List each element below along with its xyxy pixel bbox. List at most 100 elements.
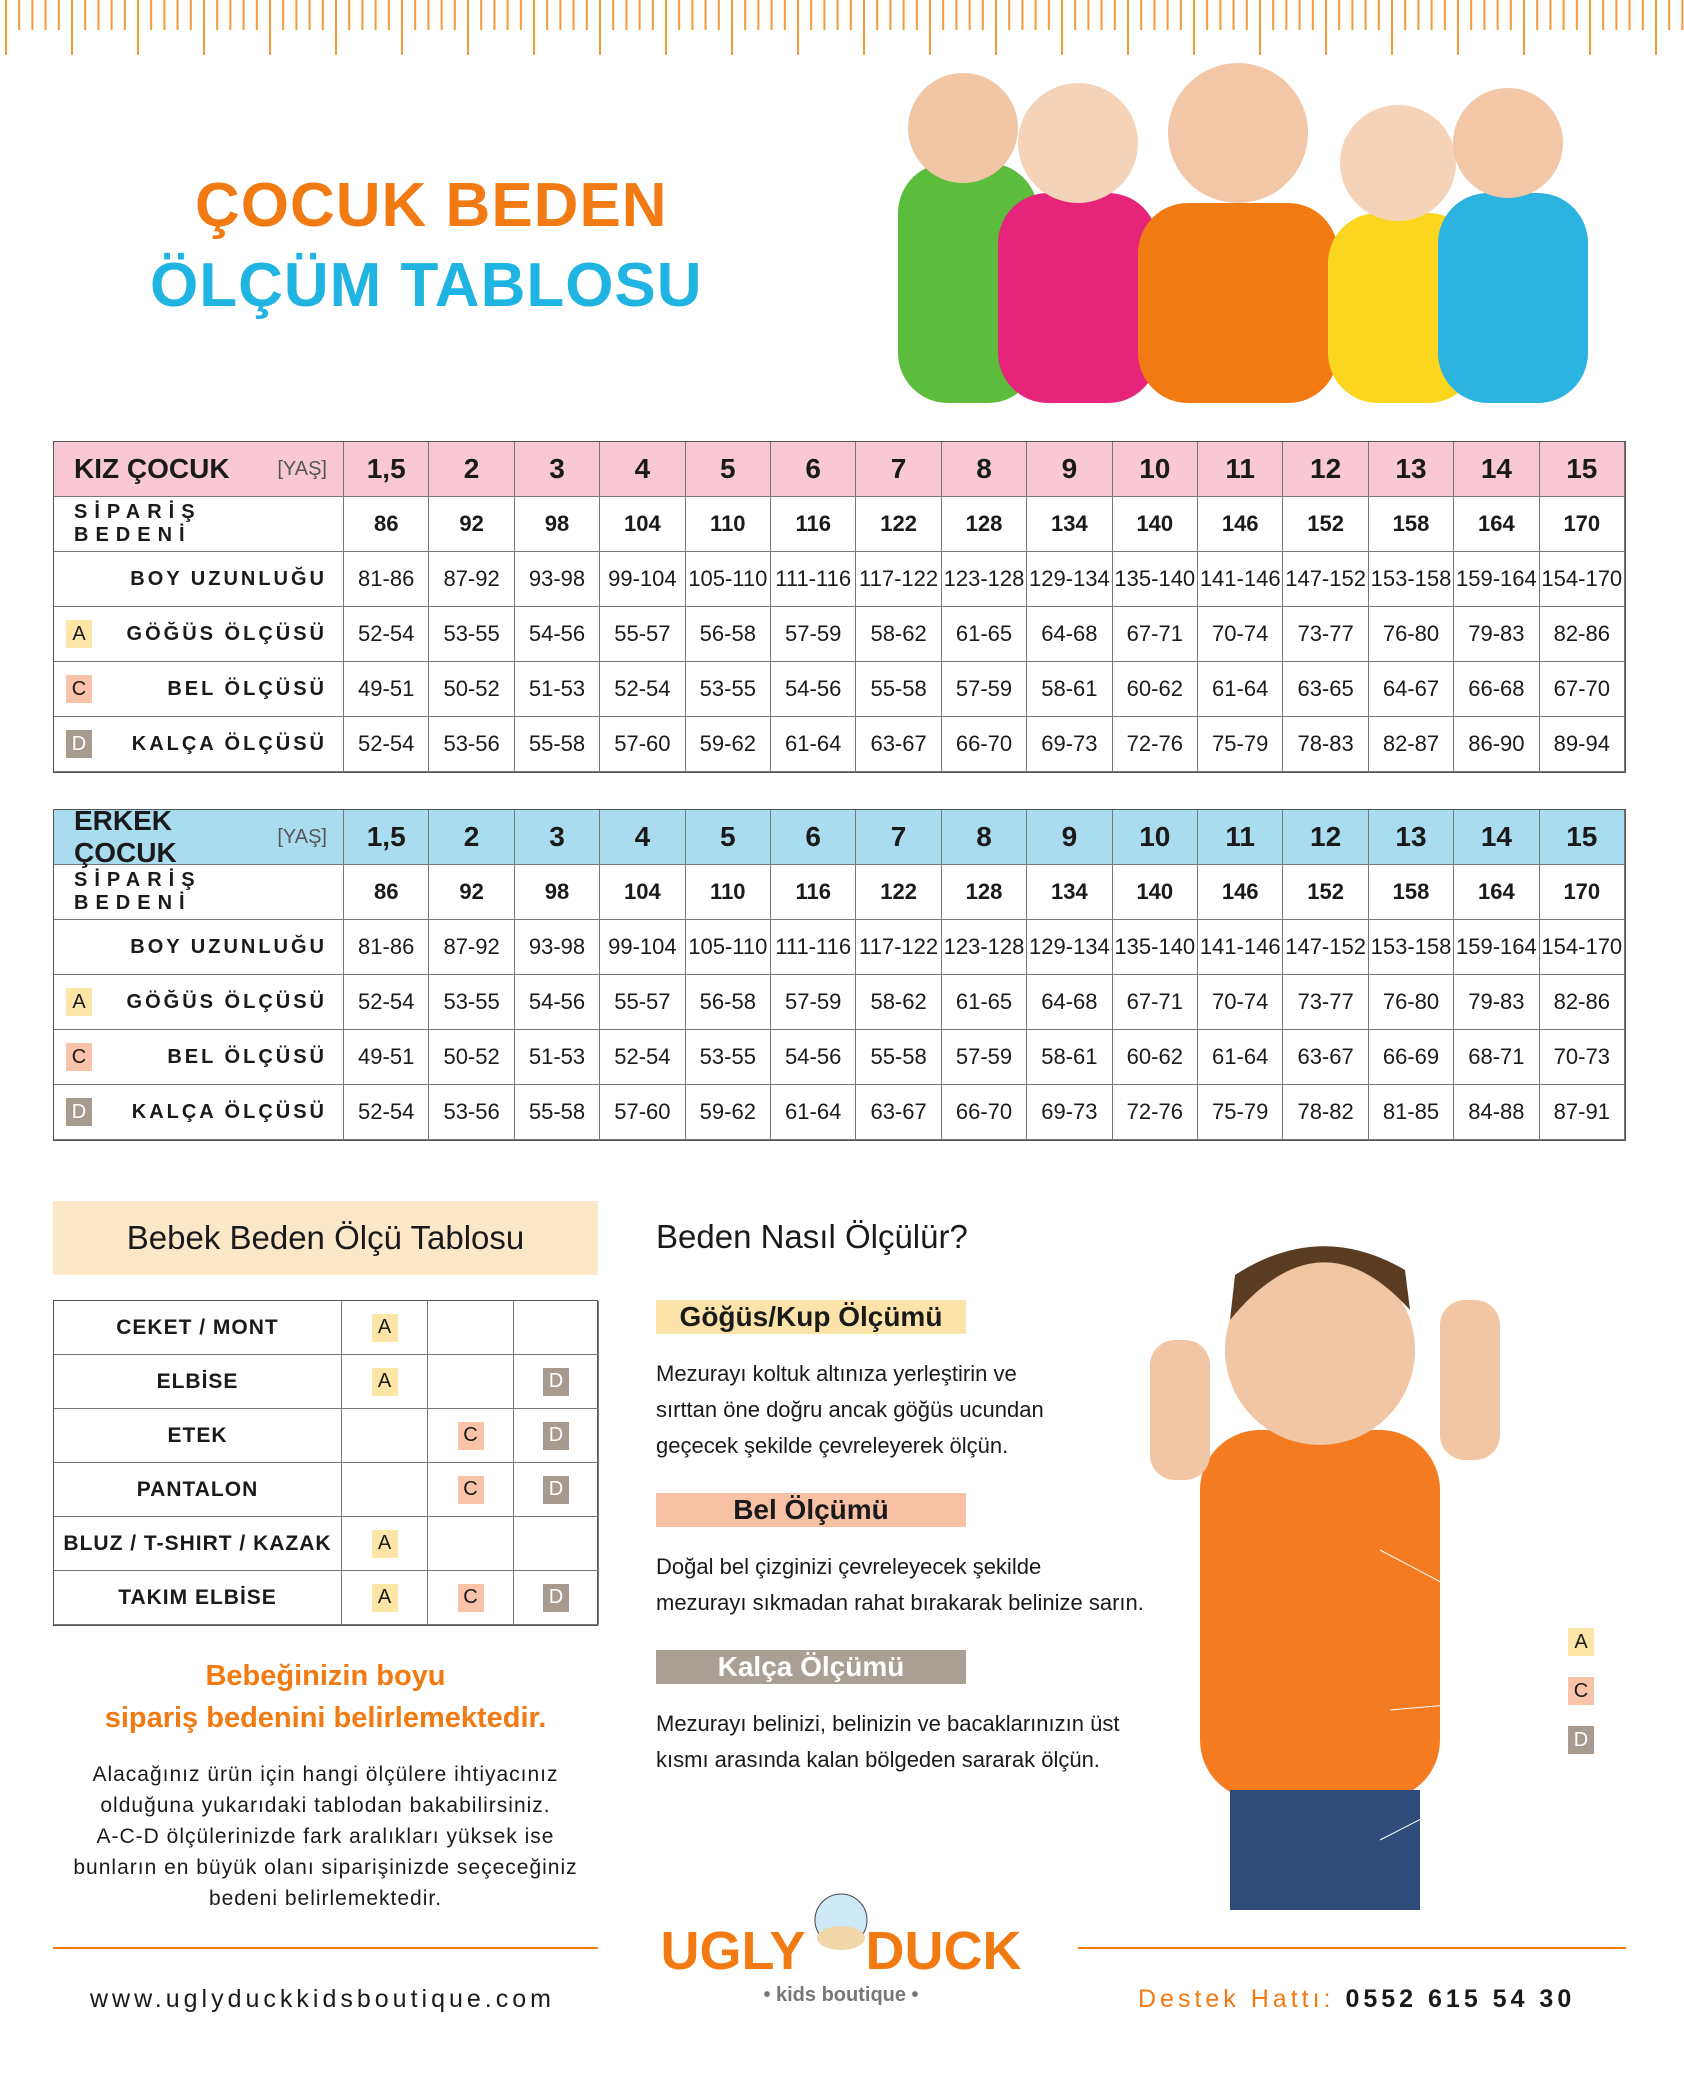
baby-cell: D bbox=[514, 1409, 599, 1463]
cell: 57-60 bbox=[600, 717, 686, 772]
cell: 164 bbox=[1454, 497, 1540, 552]
note-text: olduğuna yukarıdaki tablodan bakabilirsi… bbox=[100, 1794, 551, 1817]
cell: 73-77 bbox=[1283, 607, 1369, 662]
age: 15 bbox=[1539, 810, 1625, 865]
cell: 82-86 bbox=[1539, 607, 1625, 662]
age: 12 bbox=[1283, 442, 1369, 497]
age: 6 bbox=[771, 442, 857, 497]
cell: 63-67 bbox=[856, 717, 942, 772]
note-text: A-C-D ölçülerinizde fark aralıkları yüks… bbox=[96, 1825, 555, 1848]
cell: 55-57 bbox=[600, 607, 686, 662]
website: www.uglyduckkidsboutique.com bbox=[90, 1985, 555, 2013]
cell: 58-62 bbox=[856, 975, 942, 1030]
cell: 53-55 bbox=[685, 1030, 771, 1085]
baby-table: CEKET / MONT A ELBİSE A D ETEK C D PANTALON C D BLU… bbox=[53, 1300, 599, 1626]
row-label-text: GÖĞÜS ÖLÇÜSÜ bbox=[126, 990, 327, 1013]
cell: 117-122 bbox=[856, 920, 942, 975]
cell: 153-158 bbox=[1368, 920, 1455, 975]
cell: 141-146 bbox=[1198, 920, 1284, 975]
figure-marker: D bbox=[1568, 1726, 1594, 1754]
row-label-text: BEL ÖLÇÜSÜ bbox=[167, 677, 327, 700]
cell: 66-70 bbox=[941, 1085, 1028, 1140]
age: 7 bbox=[856, 442, 942, 497]
section-tag: Bel Ölçümü bbox=[656, 1493, 966, 1527]
cell: 111-116 bbox=[771, 920, 857, 975]
cell: 67-70 bbox=[1539, 662, 1625, 717]
cell: 72-76 bbox=[1112, 717, 1198, 772]
cell: 98 bbox=[514, 865, 601, 920]
row-label-text: SİPARİŞ BEDENİ bbox=[74, 501, 202, 546]
note-heading: Bebeğinizin boyu bbox=[205, 1660, 446, 1692]
cell: 82-87 bbox=[1368, 717, 1455, 772]
cell: 49-51 bbox=[344, 662, 430, 717]
baby-cell: A bbox=[342, 1301, 428, 1355]
baby-cell bbox=[428, 1355, 514, 1409]
cell: 52-54 bbox=[600, 662, 686, 717]
baby-note: Bebeğinizin boyu sipariş bedenini belirle… bbox=[53, 1655, 598, 1914]
cell: 61-65 bbox=[941, 607, 1028, 662]
section-tag: Kalça Ölçümü bbox=[656, 1650, 966, 1684]
cell: 158 bbox=[1368, 497, 1455, 552]
age: 10 bbox=[1112, 442, 1198, 497]
marker: D bbox=[543, 1583, 569, 1612]
age: 4 bbox=[600, 442, 686, 497]
baby-cell: C bbox=[428, 1409, 514, 1463]
row-label: D KALÇA ÖLÇÜSÜ bbox=[54, 1085, 344, 1140]
cell: 60-62 bbox=[1112, 1030, 1198, 1085]
divider bbox=[1078, 1947, 1626, 1949]
cell: 56-58 bbox=[685, 607, 771, 662]
support-label: Destek Hattı: bbox=[1138, 1985, 1335, 2013]
cell: 110 bbox=[685, 497, 771, 552]
howto-title: Beden Nasıl Ölçülür? bbox=[656, 1218, 968, 1255]
row-label: A GÖĞÜS ÖLÇÜSÜ bbox=[54, 975, 344, 1030]
cell: 75-79 bbox=[1198, 717, 1284, 772]
group-label: ERKEK ÇOCUK bbox=[74, 805, 177, 868]
cell: 110 bbox=[685, 865, 771, 920]
cell: 58-62 bbox=[856, 607, 942, 662]
cell: 123-128 bbox=[941, 552, 1028, 607]
cell: 57-59 bbox=[771, 975, 857, 1030]
age: 10 bbox=[1112, 810, 1198, 865]
cell: 50-52 bbox=[429, 1030, 515, 1085]
marker: A bbox=[371, 1583, 398, 1612]
cell: 61-64 bbox=[1198, 1030, 1284, 1085]
cell: 86 bbox=[344, 865, 430, 920]
cell: 61-64 bbox=[771, 1085, 857, 1140]
cell: 70-74 bbox=[1198, 607, 1284, 662]
cell: 50-52 bbox=[429, 662, 515, 717]
age: 5 bbox=[685, 442, 771, 497]
age: 14 bbox=[1454, 442, 1540, 497]
marker: D bbox=[543, 1421, 569, 1450]
cell: 147-152 bbox=[1283, 920, 1369, 975]
age: 13 bbox=[1368, 810, 1455, 865]
cell: 76-80 bbox=[1368, 607, 1455, 662]
cell: 78-83 bbox=[1283, 717, 1369, 772]
section-text: Mezurayı koltuk altınıza yerleştirin ve bbox=[656, 1361, 1017, 1386]
baby-row-label: PANTALON bbox=[54, 1463, 342, 1517]
cell: 58-61 bbox=[1027, 1030, 1113, 1085]
cell: 152 bbox=[1283, 865, 1369, 920]
cell: 81-85 bbox=[1368, 1085, 1455, 1140]
cell: 57-59 bbox=[941, 1030, 1028, 1085]
cell: 72-76 bbox=[1112, 1085, 1198, 1140]
baby-cell bbox=[342, 1463, 428, 1517]
cell: 51-53 bbox=[514, 1030, 601, 1085]
cell: 58-61 bbox=[1027, 662, 1113, 717]
cell: 129-134 bbox=[1027, 552, 1113, 607]
cell: 158 bbox=[1368, 865, 1455, 920]
cell: 70-73 bbox=[1539, 1030, 1625, 1085]
cell: 63-65 bbox=[1283, 662, 1369, 717]
marker: D bbox=[543, 1475, 569, 1504]
marker: A bbox=[371, 1313, 398, 1342]
row-label-text: KALÇA ÖLÇÜSÜ bbox=[131, 732, 327, 755]
title-line1: ÇOCUK BEDEN bbox=[195, 171, 668, 240]
age: 3 bbox=[514, 442, 601, 497]
cell: 140 bbox=[1112, 865, 1198, 920]
group-label: KIZ ÇOCUK bbox=[74, 453, 230, 484]
cell: 54-56 bbox=[514, 975, 601, 1030]
row-label-text: BEL ÖLÇÜSÜ bbox=[167, 1045, 327, 1068]
row-label-text: KALÇA ÖLÇÜSÜ bbox=[131, 1100, 327, 1123]
age-label: [YAŞ] bbox=[277, 825, 327, 848]
cell: 135-140 bbox=[1112, 920, 1198, 975]
section-tag: Göğüs/Kup Ölçümü bbox=[656, 1300, 966, 1334]
